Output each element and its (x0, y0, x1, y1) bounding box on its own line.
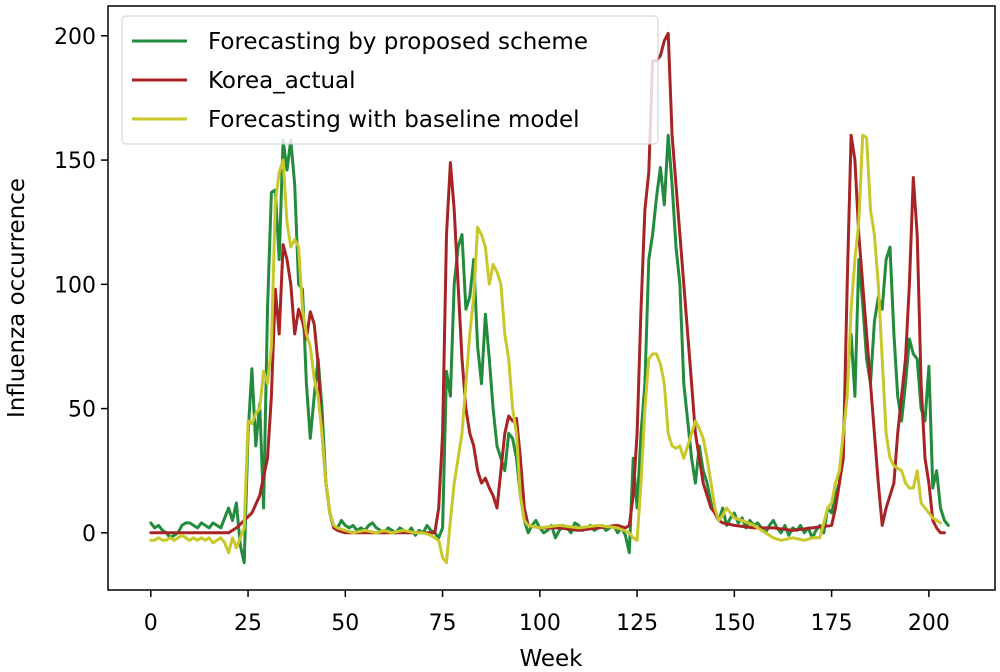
x-tick-label: 200 (908, 611, 950, 636)
legend-label-2: Korea_actual (208, 68, 356, 94)
legend-label-3: Forecasting with baseline model (208, 107, 580, 133)
y-tick-label: 150 (54, 149, 96, 174)
y-tick-label: 200 (54, 25, 96, 50)
plot-frame (107, 5, 996, 591)
x-tick-label: 25 (234, 611, 262, 636)
x-tick-label: 125 (616, 611, 658, 636)
y-axis-label: Influenza occurrence (4, 178, 30, 418)
x-tick-label: 150 (713, 611, 755, 636)
legend: Forecasting by proposed scheme Korea_actu… (121, 15, 659, 145)
legend-box (121, 15, 659, 145)
x-tick-label: 75 (429, 611, 457, 636)
y-tick-label: 100 (54, 273, 96, 298)
x-tick-label: 100 (519, 611, 561, 636)
legend-label-1: Forecasting by proposed scheme (208, 29, 588, 55)
x-axis-label: Week (519, 646, 583, 672)
series-line-3 (149, 133, 942, 565)
y-axis-ticks: 0 50 100 150 200 (54, 25, 108, 547)
x-tick-label: 0 (144, 611, 158, 636)
y-tick-label: 50 (68, 398, 96, 423)
x-tick-label: 50 (331, 611, 359, 636)
x-axis-ticks: 0 25 50 75 100 125 150 175 200 (144, 590, 950, 636)
series-layer (149, 31, 950, 565)
y-tick-label: 0 (82, 522, 96, 547)
x-tick-label: 175 (811, 611, 853, 636)
